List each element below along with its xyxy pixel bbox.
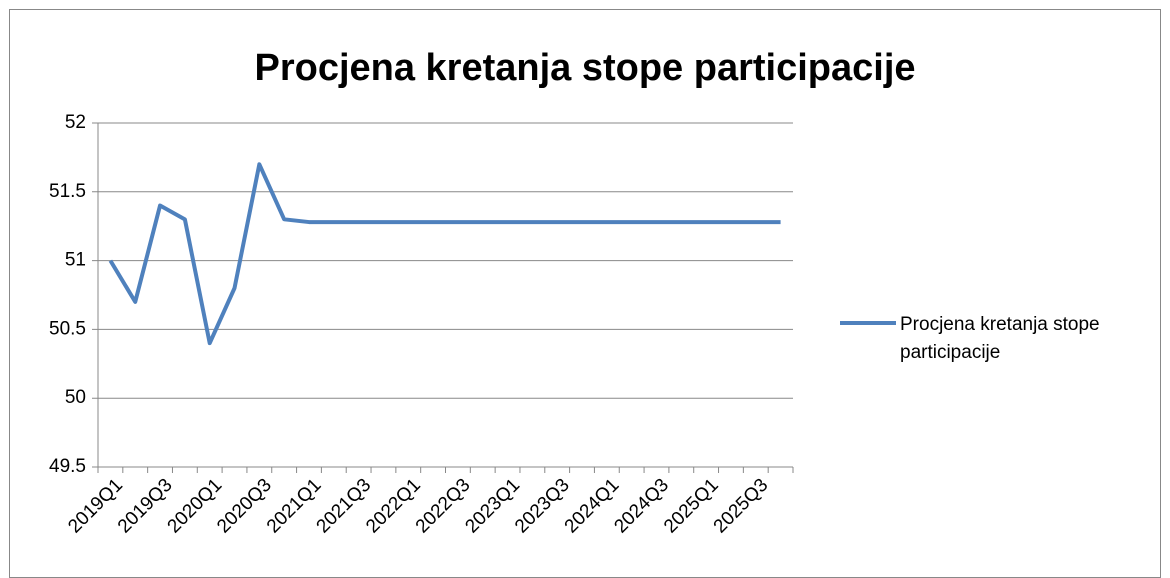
- y-tick-label: 51.5: [49, 181, 86, 202]
- legend-label: Procjena kretanja stope participacije: [900, 314, 1100, 363]
- y-tick-label: 52: [65, 112, 86, 133]
- chart-title: Procjena kretanja stope participacije: [254, 47, 915, 89]
- y-tick-label: 50: [65, 387, 86, 408]
- y-tick-label: 49.5: [49, 456, 86, 477]
- y-tick-label: 51: [65, 250, 86, 271]
- y-tick-label: 50.5: [49, 318, 86, 339]
- chart-frame: [9, 9, 1161, 578]
- line-series: [108, 162, 781, 346]
